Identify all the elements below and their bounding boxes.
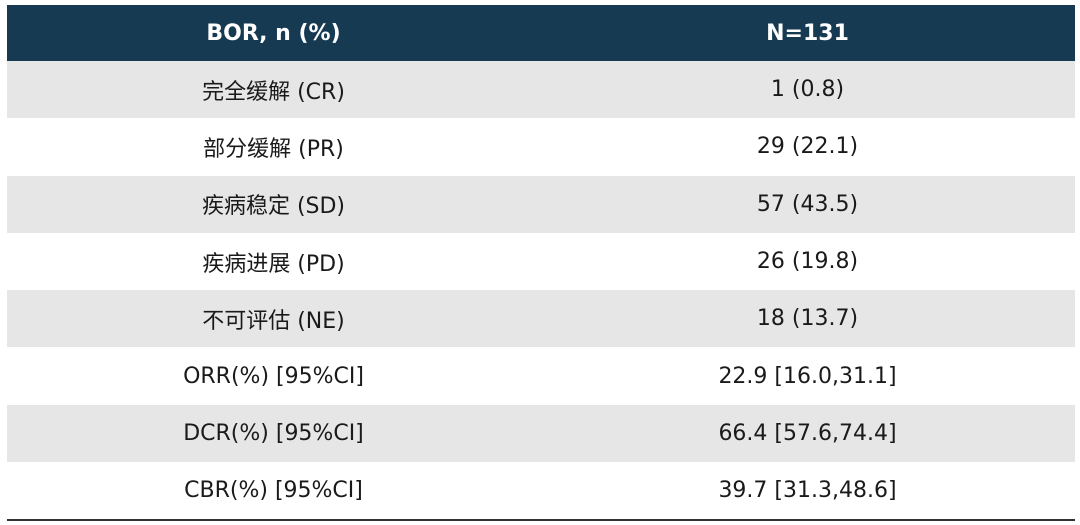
- row-value: 29 (22.1): [756, 134, 859, 160]
- row-value: 57 (43.5): [540, 175, 1075, 233]
- header-cell: BOR, n (%): [7, 5, 540, 61]
- table-row: DCR(%) [95%CI] 66.4 [57.6,74.4]: [7, 404, 1075, 463]
- row-value: 18 (13.7): [540, 290, 1075, 348]
- row-label: 疾病进展 (PD): [202, 251, 345, 277]
- table-row: 完全缓解 (CR) 1 (0.8): [7, 61, 1075, 119]
- header-row: BOR, n (%) N=131: [7, 5, 1075, 61]
- results-table: BOR, n (%) N=131 完全缓解 (CR) 1 (0.8) 部分缓解 (P…: [7, 5, 1075, 522]
- table-header: BOR, n (%) N=131: [7, 5, 1075, 61]
- table-row: 不可评估 (NE) 18 (13.7): [7, 290, 1075, 348]
- row-label: CBR(%) [95%CI]: [7, 462, 540, 522]
- row-value: 39.7 [31.3,48.6]: [540, 462, 1075, 522]
- row-label: 完全缓解 (CR): [7, 61, 540, 119]
- row-value: 26 (19.8): [756, 249, 859, 275]
- table-row: CBR(%) [95%CI] 39.7 [31.3,48.6]: [7, 462, 1075, 522]
- row-label: ORR(%) [95%CI]: [183, 363, 364, 389]
- row-value: 1 (0.8): [540, 61, 1075, 119]
- row-label: 部分缓解 (PR): [203, 136, 344, 162]
- table-row: ORR(%) [95%CI] 22.9 [16.0,31.1]: [7, 347, 1075, 404]
- header-cell: N=131: [540, 5, 1075, 61]
- row-label: 疾病稳定 (SD): [7, 175, 540, 233]
- row-label: DCR(%) [95%CI]: [7, 404, 540, 463]
- table-row: 疾病进展 (PD) 26 (19.8): [7, 233, 1075, 290]
- table-row: 疾病稳定 (SD) 57 (43.5): [7, 175, 1075, 233]
- row-label: 不可评估 (NE): [7, 290, 540, 348]
- table-body: 完全缓解 (CR) 1 (0.8) 部分缓解 (PR) 29 (22.1) 疾病稳定 (…: [7, 61, 1075, 522]
- row-value: 22.9 [16.0,31.1]: [718, 363, 897, 389]
- row-value: 66.4 [57.6,74.4]: [540, 404, 1075, 463]
- table-row: 部分缓解 (PR) 29 (22.1): [7, 118, 1075, 175]
